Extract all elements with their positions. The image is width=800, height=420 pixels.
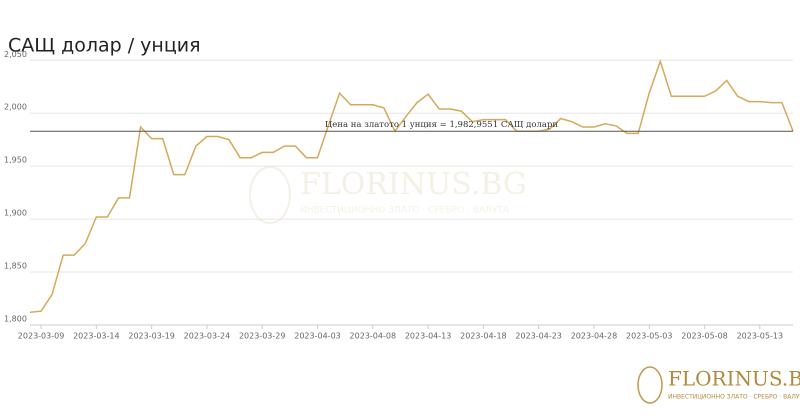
logo-icon [637,366,663,404]
chart-title: САЩ долар / унция [8,35,201,57]
x-tick-label: 2023-05-08 [681,332,728,341]
watermark-subtitle: ИНВЕСТИЦИОННО ЗЛАТО · СРЕБРО · ВАЛУТА [300,206,510,216]
x-tick-label: 2023-05-03 [626,332,673,341]
x-tick-label: 2023-04-03 [294,332,341,341]
x-tick-label: 2023-05-13 [737,332,784,341]
watermark: FLORINUS.BG ИНВЕСТИЦИОННО ЗЛАТО · СРЕБРО… [249,166,527,224]
x-tick-label: 2023-04-28 [571,332,618,341]
watermark-text: FLORINUS.BG [300,167,527,202]
footer-logo: FLORINUS.BG ИНВЕСТИЦИОННО ЗЛАТО · СРЕБРО… [637,366,800,404]
y-tick-label: 1,800 [4,315,27,324]
x-tick-label: 2023-04-18 [460,332,507,341]
x-tick-label: 2023-03-29 [239,332,286,341]
y-tick-label: 1,900 [4,209,27,218]
x-tick-label: 2023-04-08 [350,332,397,341]
y-tick-label: 2,050 [4,50,27,59]
x-tick-label: 2023-03-09 [18,332,65,341]
watermark-logo [249,166,291,224]
y-tick-label: 1,850 [4,262,27,271]
y-tick-label: 2,000 [4,103,27,112]
logo-text: FLORINUS.BG [668,367,800,391]
x-tick-label: 2023-03-14 [73,332,120,341]
y-tick-label: 1,950 [4,156,27,165]
x-tick-label: 2023-03-19 [128,332,175,341]
x-tick-label: 2023-04-13 [405,332,452,341]
x-tick-label: 2023-03-24 [184,332,231,341]
line-series [29,59,794,314]
reference-label: Цена на златото 1 унция = 1,982,9551 САЩ… [325,120,559,130]
x-tick-label: 2023-04-23 [515,332,562,341]
logo-subtitle: ИНВЕСТИЦИОННО ЗЛАТО · СРЕБРО · ВАЛУТА [668,394,800,401]
